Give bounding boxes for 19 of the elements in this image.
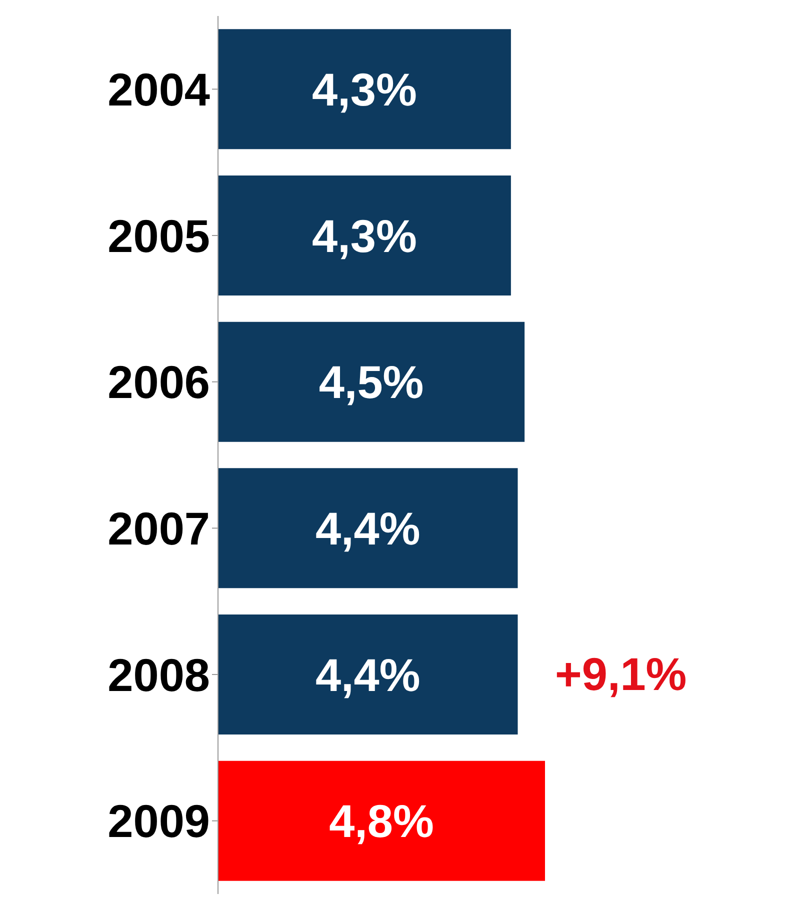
bar xyxy=(218,614,518,735)
y-tick-label: 2005 xyxy=(108,210,210,262)
bar xyxy=(218,760,545,881)
bar xyxy=(218,468,518,588)
y-tick-label: 2006 xyxy=(108,356,210,408)
data-label: 4,3% xyxy=(312,210,417,262)
bar xyxy=(218,29,511,150)
data-label: 4,5% xyxy=(318,356,424,408)
y-tick-label: 2009 xyxy=(108,795,210,848)
data-label: 4,4% xyxy=(315,502,420,554)
y-tick-label: 2007 xyxy=(108,502,210,554)
data-label: 4,8% xyxy=(329,795,434,848)
y-tick-label: 2008 xyxy=(108,648,210,701)
bar xyxy=(218,322,525,442)
data-label: 4,3% xyxy=(312,64,417,116)
y-tick-label: 2004 xyxy=(108,63,210,116)
bar xyxy=(218,176,511,296)
data-label: 4,4% xyxy=(315,648,420,701)
text: +9,1% xyxy=(555,646,687,701)
